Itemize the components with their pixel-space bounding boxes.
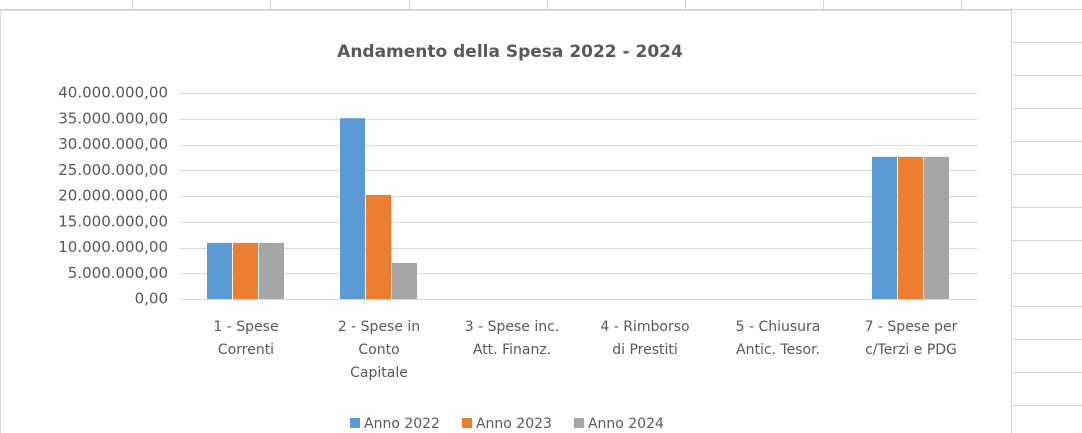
y-tick-label: 25.000.000,00 — [58, 161, 168, 179]
x-tick-label: 2 - Spese in Conto Capitale — [338, 319, 420, 381]
legend-swatch — [573, 418, 584, 428]
y-tick-label: 0,00 — [135, 290, 168, 308]
y-tick-label: 20.000.000,00 — [58, 187, 168, 205]
spreadsheet-grid — [0, 0, 1082, 406]
bar — [340, 118, 365, 299]
legend-swatch — [461, 418, 472, 428]
bar — [924, 156, 949, 299]
x-tick-label: 3 - Spese inc. Att. Finanz. — [465, 319, 560, 358]
x-tick-label: 1 - Spese Correnti — [213, 319, 278, 358]
x-tick-label: 4 - Rimborso di Prestiti — [600, 319, 689, 358]
y-tick-label: 40.000.000,00 — [58, 84, 168, 102]
bar — [233, 242, 258, 299]
legend-label: Anno 2024 — [588, 416, 664, 432]
y-tick-label: 10.000.000,00 — [58, 238, 168, 256]
chart-area — [0, 10, 1012, 433]
y-tick-label: 30.000.000,00 — [58, 135, 168, 153]
bar — [872, 156, 897, 299]
y-tick-label: 5.000.000,00 — [68, 264, 168, 282]
bar — [898, 156, 923, 299]
bar — [392, 262, 417, 299]
legend-label: Anno 2023 — [476, 416, 552, 432]
bar — [259, 242, 284, 299]
y-tick-label: 35.000.000,00 — [58, 109, 168, 127]
x-tick-label: 7 - Spese per c/Terzi e PDG — [865, 319, 958, 358]
legend-swatch — [350, 418, 360, 428]
bar — [366, 194, 391, 299]
legend-label: Anno 2022 — [364, 416, 440, 432]
y-tick-label: 15.000.000,00 — [58, 212, 168, 230]
x-tick-label: 5 - Chiusura Antic. Tesor. — [736, 319, 821, 358]
chart-title: Andamento della Spesa 2022 - 2024 — [337, 42, 683, 62]
bar — [207, 242, 232, 299]
